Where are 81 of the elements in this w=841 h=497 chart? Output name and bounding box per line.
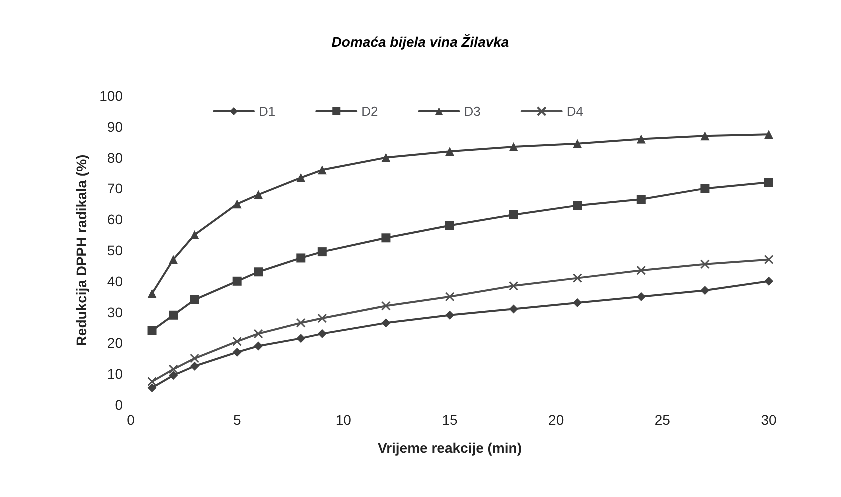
point xyxy=(509,304,518,314)
point xyxy=(169,371,178,380)
point xyxy=(764,255,774,265)
point xyxy=(232,200,242,209)
point xyxy=(573,298,582,308)
y-tick-label: 70 xyxy=(107,180,124,197)
y-tick-label: 10 xyxy=(107,366,124,382)
point xyxy=(296,334,306,344)
x-axis-title: Vrijeme reakcije (min) xyxy=(378,440,522,456)
point xyxy=(190,230,200,240)
point xyxy=(254,268,264,277)
point xyxy=(573,139,582,148)
x-tick-label: 10 xyxy=(336,412,352,428)
point xyxy=(700,132,710,141)
point xyxy=(148,326,157,336)
legend-label: D1 xyxy=(259,104,276,119)
x-tick-label: 20 xyxy=(548,412,564,428)
point xyxy=(382,318,391,328)
point xyxy=(381,301,391,311)
point xyxy=(382,153,391,162)
point xyxy=(636,292,646,302)
point xyxy=(446,221,454,230)
point xyxy=(296,173,306,182)
x-tick-label: 30 xyxy=(761,412,777,428)
y-tick-label: 0 xyxy=(115,397,124,413)
y-tick-label: 100 xyxy=(100,88,124,104)
y-tick-label: 60 xyxy=(107,212,124,228)
y-tick-label: 80 xyxy=(107,150,124,166)
point xyxy=(296,254,306,263)
point xyxy=(700,184,710,194)
point xyxy=(296,318,306,328)
y-tick-label: 20 xyxy=(107,335,124,352)
point xyxy=(168,364,178,374)
point xyxy=(318,248,327,257)
point xyxy=(764,276,774,286)
point xyxy=(700,260,710,270)
point xyxy=(572,274,582,284)
point xyxy=(254,342,264,351)
point xyxy=(190,295,200,304)
point xyxy=(190,354,200,364)
y-tick-label: 50 xyxy=(107,242,124,258)
y-tick-label: 90 xyxy=(107,118,124,135)
x-tick-label: 25 xyxy=(654,412,671,428)
point xyxy=(169,310,178,320)
y-tick-label: 30 xyxy=(107,304,124,320)
point xyxy=(318,314,328,324)
legend-label: D2 xyxy=(362,104,378,119)
x-tick-label: 15 xyxy=(442,412,458,428)
point xyxy=(169,255,178,264)
point xyxy=(232,276,242,286)
point xyxy=(509,281,519,291)
point xyxy=(318,166,327,175)
point xyxy=(254,329,264,339)
point xyxy=(148,384,157,393)
point xyxy=(148,377,158,387)
point xyxy=(509,142,518,152)
x-tick-label: 5 xyxy=(233,412,242,428)
point xyxy=(318,329,327,338)
point xyxy=(254,190,264,200)
point xyxy=(232,336,242,346)
point xyxy=(764,178,774,188)
point xyxy=(148,289,157,298)
x-tick-label: 0 xyxy=(127,412,136,428)
y-tick-label: 40 xyxy=(107,273,124,290)
point xyxy=(382,234,391,243)
point xyxy=(445,292,455,302)
point xyxy=(573,201,582,210)
point xyxy=(190,362,200,371)
legend-label: D4 xyxy=(566,104,584,119)
point xyxy=(446,310,454,320)
point xyxy=(232,348,242,357)
point xyxy=(636,266,646,276)
point xyxy=(509,210,518,220)
y-axis-title: Redukcija DPPH radikala (%) xyxy=(74,154,90,346)
point xyxy=(636,134,646,144)
legend-label: D3 xyxy=(464,104,481,119)
point xyxy=(636,195,646,204)
point xyxy=(764,130,774,140)
point xyxy=(446,147,454,156)
point xyxy=(700,286,710,296)
chart-title: Domaća bijela vina Žilavka xyxy=(332,34,510,50)
